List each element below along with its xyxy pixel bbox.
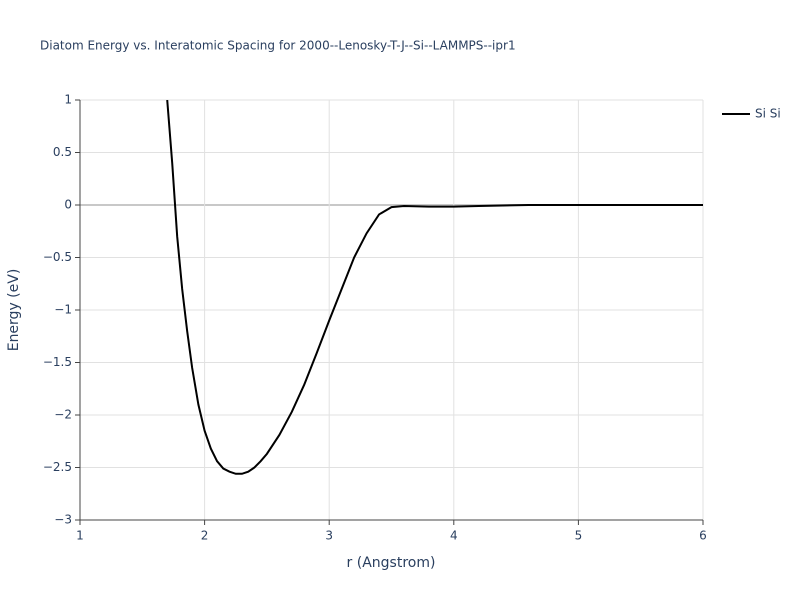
y-tick-label: 0.5 bbox=[53, 145, 72, 159]
y-tick-label: −1 bbox=[54, 303, 72, 317]
x-tick-label: 6 bbox=[699, 529, 707, 543]
y-tick-label: −0.5 bbox=[43, 250, 72, 264]
y-tick-label: 0 bbox=[64, 198, 72, 212]
x-tick-label: 1 bbox=[76, 529, 84, 543]
y-tick-label: −1.5 bbox=[43, 355, 72, 369]
x-axis-label: r (Angstrom) bbox=[347, 555, 436, 571]
y-tick-label: −2.5 bbox=[43, 460, 72, 474]
chart-title: Diatom Energy vs. Interatomic Spacing fo… bbox=[40, 39, 516, 53]
x-tick-label: 3 bbox=[325, 529, 333, 543]
y-tick-label: −3 bbox=[54, 513, 72, 527]
y-axis-label: Energy (eV) bbox=[6, 269, 22, 352]
x-tick-label: 5 bbox=[575, 529, 583, 543]
x-tick-label: 4 bbox=[450, 529, 458, 543]
x-tick-label: 2 bbox=[201, 529, 209, 543]
legend-label: Si Si bbox=[755, 107, 781, 121]
data-line bbox=[166, 100, 703, 475]
y-tick-label: 1 bbox=[64, 93, 72, 107]
y-tick-label: −2 bbox=[54, 408, 72, 422]
